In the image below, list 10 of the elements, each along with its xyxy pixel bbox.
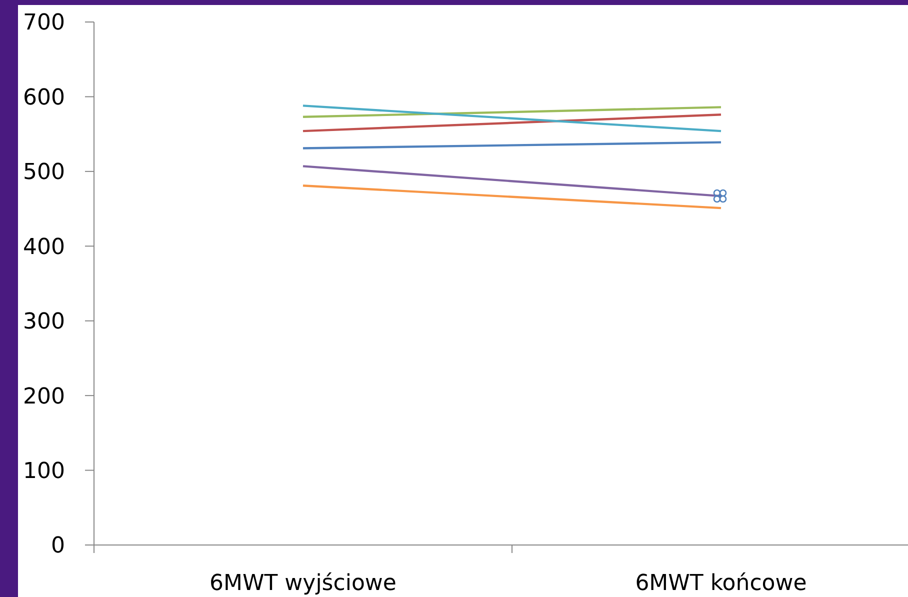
y-tick-label: 600 [23, 85, 65, 110]
x-tick-label: 6MWT wyjściowe [210, 571, 396, 596]
y-tick-label: 500 [23, 160, 65, 186]
y-tick-label: 100 [23, 458, 65, 484]
y-tick-label: 0 [51, 534, 65, 559]
y-tick-label: 300 [23, 310, 65, 335]
y-tick-label: 700 [23, 10, 65, 36]
y-tick-label: 400 [23, 234, 65, 260]
y-tick-label: 200 [23, 384, 65, 410]
x-tick-label: 6MWT końcowe [635, 571, 807, 596]
